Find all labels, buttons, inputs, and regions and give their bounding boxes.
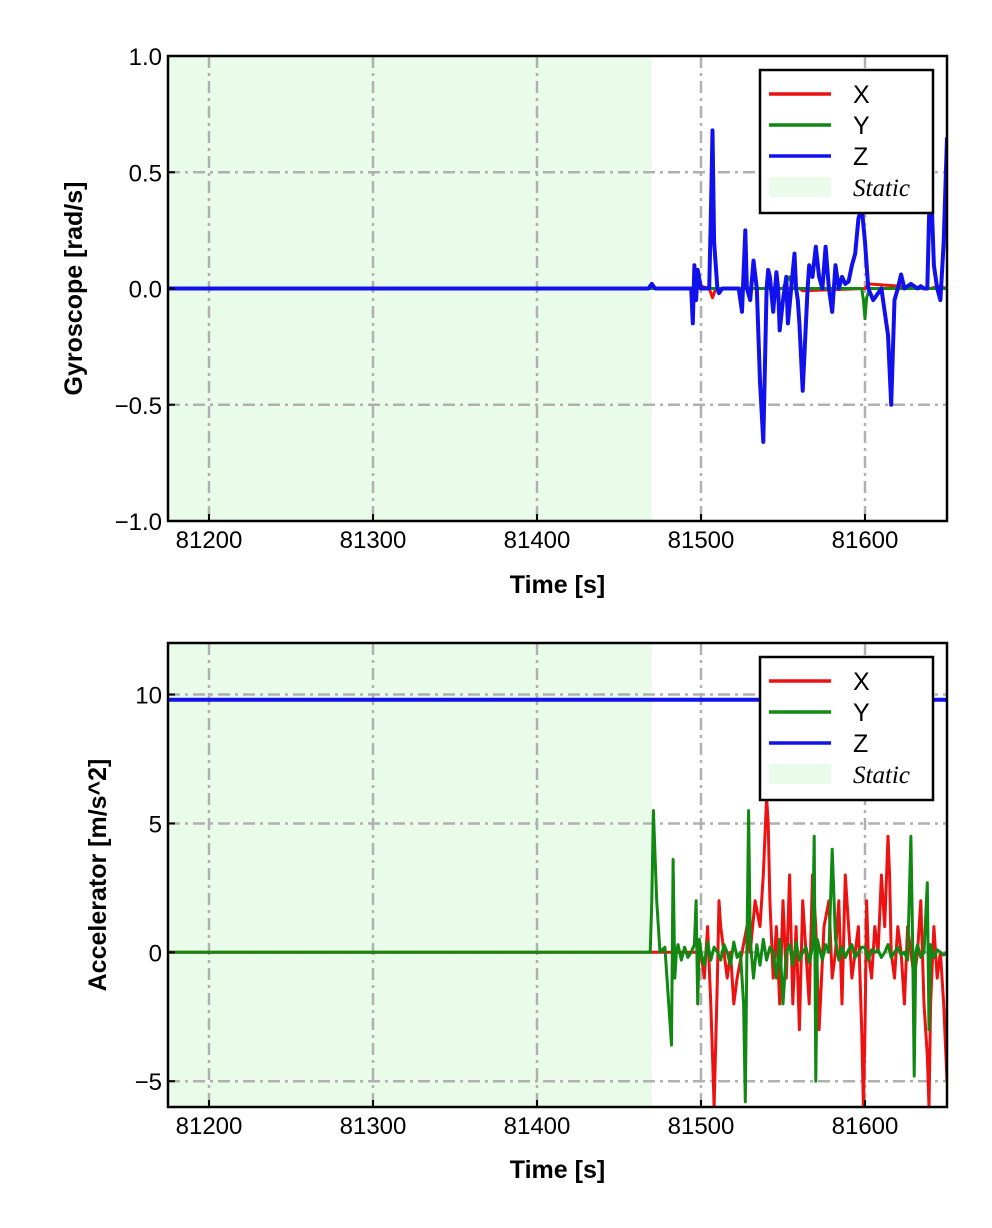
y-tick-label: 10	[135, 683, 162, 710]
static-region	[168, 643, 652, 1107]
y-tick-label: 0	[149, 940, 162, 967]
legend: XYZ Static	[758, 655, 935, 802]
x-tick-label: 81200	[176, 527, 243, 554]
series-line-z	[168, 128, 947, 444]
axes-frame	[166, 641, 949, 1109]
legend-label-x: X	[853, 668, 870, 696]
legend: XYZ Static	[758, 68, 935, 215]
series-line-x	[168, 796, 947, 1107]
series-line-y	[168, 809, 947, 1104]
y-axis-label: Gyroscope [rad/s]	[60, 182, 88, 396]
gyroscope-panel: 81200 81300 81400 81500 81600 −1.0 −0.5 0.0 0.5 1…	[60, 44, 949, 599]
legend-label-static: Static	[853, 175, 910, 202]
legend-label-x: X	[853, 81, 870, 109]
x-axis-label: Time [s]	[510, 571, 605, 599]
legend-label-y: Y	[853, 112, 870, 140]
legend-label-static: Static	[853, 762, 910, 789]
x-tick-label: 81500	[668, 1113, 735, 1140]
y-tick-label: 0.5	[129, 160, 162, 187]
legend-label-z: Z	[853, 730, 868, 758]
x-tick-label: 81600	[832, 1113, 899, 1140]
y-tick-label: 1.0	[129, 44, 162, 71]
legend-label-z: Z	[853, 143, 868, 171]
accelerator-panel: 81200 81300 81400 81500 81600 −5 0 5 10 Time [s] A…	[84, 641, 949, 1184]
x-tick-label: 81400	[504, 527, 571, 554]
x-axis-label: Time [s]	[510, 1156, 605, 1184]
x-tick-label: 81600	[832, 527, 899, 554]
legend-label-y: Y	[853, 699, 870, 727]
legend-swatch-static	[769, 764, 831, 784]
y-tick-label: −0.5	[115, 393, 162, 420]
x-tick-label: 81200	[176, 1113, 243, 1140]
x-tick-label: 81300	[340, 1113, 407, 1140]
x-tick-label: 81500	[668, 527, 735, 554]
legend-swatch-static	[769, 177, 831, 197]
x-tick-label: 81300	[340, 527, 407, 554]
y-tick-label: −5	[135, 1069, 162, 1096]
y-tick-label: −1.0	[115, 509, 162, 536]
y-tick-label: 5	[149, 811, 162, 838]
x-tick-label: 81400	[504, 1113, 571, 1140]
y-tick-label: 0.0	[129, 277, 162, 304]
y-axis-label: Accelerator [m/s^2]	[84, 759, 112, 992]
